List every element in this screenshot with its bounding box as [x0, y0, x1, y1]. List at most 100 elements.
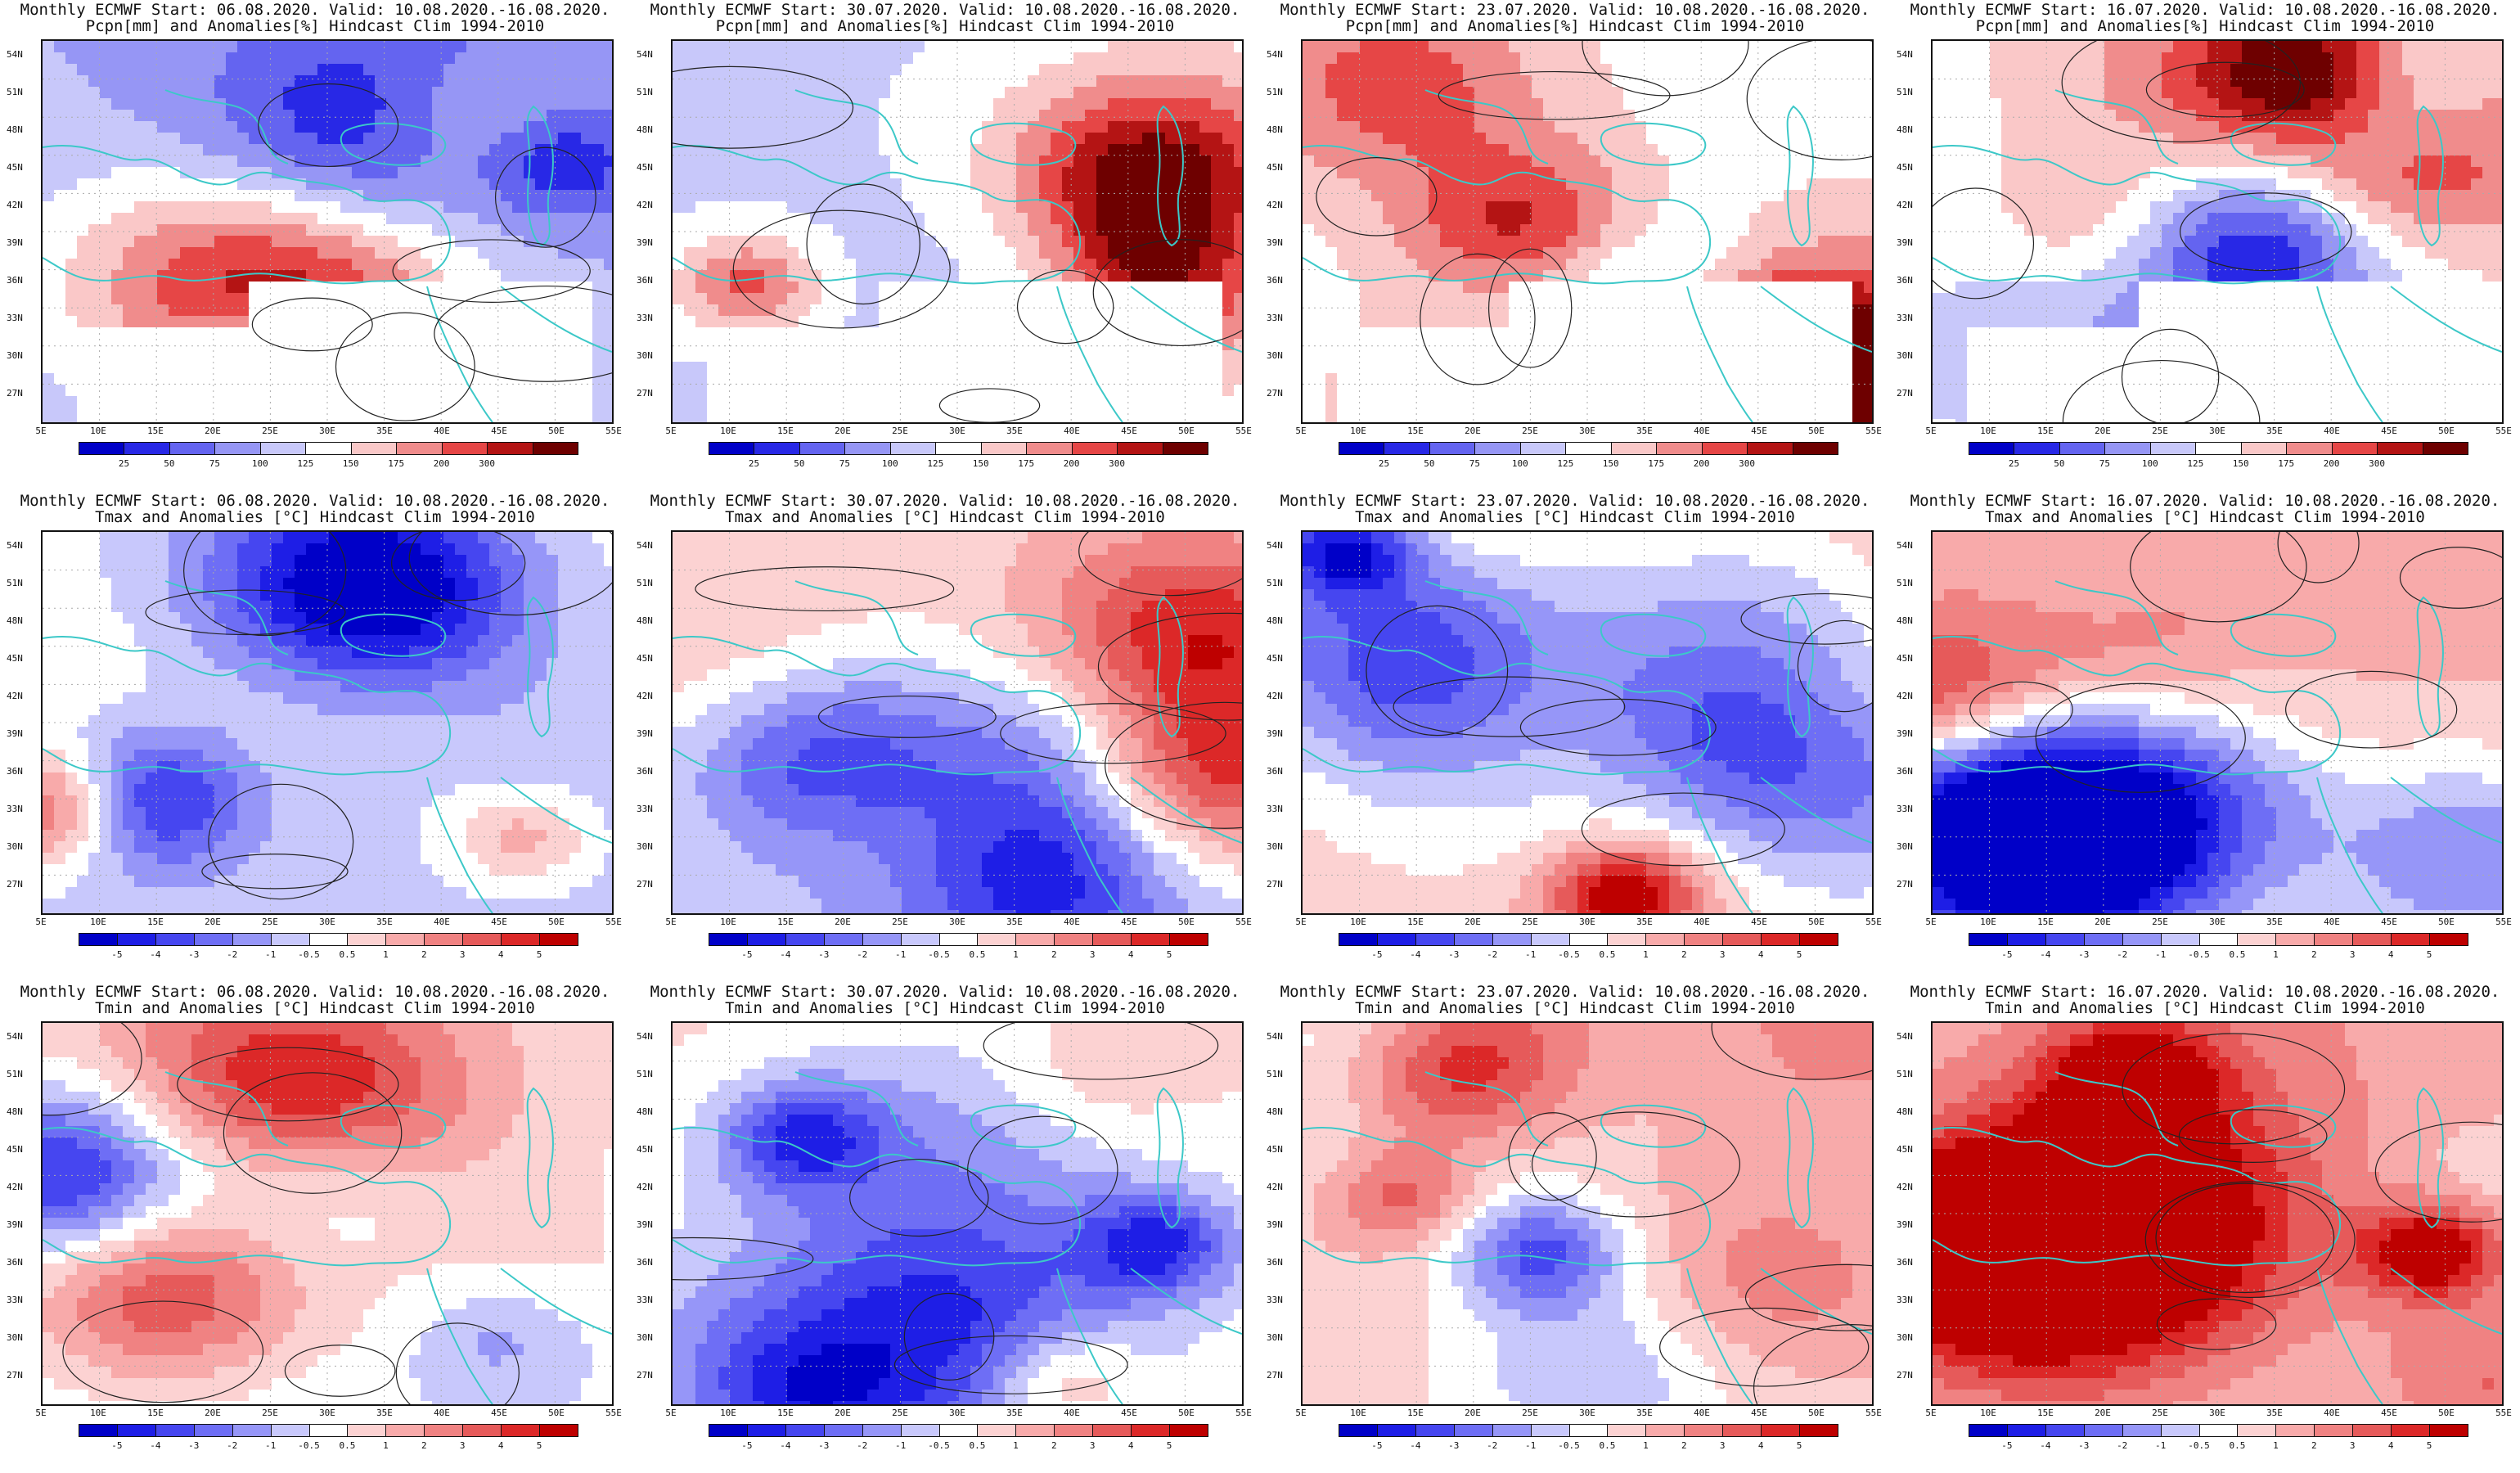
anomaly-cell: [982, 385, 993, 396]
anomaly-cell: [203, 385, 214, 396]
anomaly-cell: [558, 304, 569, 316]
anomaly-cell: [1818, 121, 1829, 133]
anomaly-cell: [879, 41, 890, 52]
anomaly-cell: [604, 293, 612, 304]
anomaly-cell: [1829, 201, 1841, 213]
anomaly-cell: [1658, 350, 1669, 362]
anomaly-cell: [478, 201, 489, 213]
anomaly-cell: [1589, 201, 1600, 213]
anomaly-cell: [741, 98, 753, 110]
anomaly-cell: [799, 282, 810, 293]
anomaly-cell: [1715, 270, 1726, 282]
anomaly-cell: [1738, 75, 1749, 87]
anomaly-cell: [993, 419, 1005, 422]
anomaly-cell: [226, 396, 237, 408]
anomaly-cell: [524, 259, 535, 270]
anomaly-cell: [43, 373, 54, 385]
anomaly-cell: [1394, 362, 1406, 373]
anomaly-cell: [43, 155, 54, 167]
anomaly-cell: [959, 236, 970, 247]
anomaly-cell: [1635, 293, 1646, 304]
anomaly-cell: [1325, 362, 1337, 373]
anomaly-cell: [340, 316, 352, 327]
anomaly-cell: [1463, 52, 1474, 64]
anomaly-cell: [157, 110, 169, 121]
contour-line: [494, 146, 596, 248]
anomaly-cell: [947, 247, 959, 259]
anomaly-cell: [1555, 201, 1566, 213]
anomaly-cell: [1486, 236, 1497, 247]
anomaly-cell: [1761, 350, 1772, 362]
anomaly-cell: [489, 327, 501, 339]
anomaly-cell: [1051, 259, 1062, 270]
anomaly-cell: [489, 87, 501, 98]
anomaly-cell: [1852, 316, 1864, 327]
anomaly-cell: [581, 316, 592, 327]
anomaly-cell: [1807, 201, 1818, 213]
anomaly-cell: [1692, 362, 1703, 373]
anomaly-cell: [1577, 247, 1589, 259]
anomaly-cell: [317, 121, 329, 133]
anomaly-cell: [879, 396, 890, 408]
anomaly-cell: [1005, 270, 1016, 282]
anomaly-cell: [134, 259, 146, 270]
anomaly-cell: [741, 316, 753, 327]
anomaly-cell: [1749, 316, 1761, 327]
anomaly-cell: [88, 110, 100, 121]
anomaly-cell: [787, 408, 799, 419]
anomaly-cell: [776, 259, 787, 270]
anomaly-cell: [558, 419, 569, 422]
anomaly-cell: [1348, 259, 1360, 270]
anomaly-cell: [443, 270, 455, 282]
anomaly-cell: [764, 64, 776, 75]
anomaly-cell: [856, 419, 867, 422]
anomaly-cell: [214, 190, 226, 201]
anomaly-cell: [753, 327, 764, 339]
anomaly-cell: [524, 408, 535, 419]
anomaly-cell: [1703, 121, 1715, 133]
anomaly-cell: [134, 133, 146, 144]
anomaly-cell: [295, 155, 306, 167]
anomaly-cell: [1600, 339, 1612, 350]
anomaly-cell: [1635, 213, 1646, 224]
anomaly-cell: [295, 75, 306, 87]
anomaly-cell: [88, 408, 100, 419]
anomaly-cell: [1646, 339, 1658, 350]
anomaly-cell: [547, 224, 558, 236]
anomaly-cell: [730, 236, 741, 247]
anomaly-cell: [134, 87, 146, 98]
anomaly-cell: [295, 362, 306, 373]
anomaly-cell: [776, 144, 787, 155]
anomaly-cell: [787, 282, 799, 293]
anomaly-cell: [214, 247, 226, 259]
anomaly-cell: [295, 224, 306, 236]
anomaly-cell: [1463, 201, 1474, 213]
anomaly-cell: [1131, 304, 1142, 316]
anomaly-cell: [180, 121, 191, 133]
anomaly-cell: [1016, 373, 1028, 385]
anomaly-cell: [512, 373, 524, 385]
anomaly-cell: [1199, 52, 1211, 64]
anomaly-cell: [764, 293, 776, 304]
anomaly-cell: [1566, 133, 1577, 144]
anomaly-cell: [844, 259, 856, 270]
anomaly-cell: [214, 110, 226, 121]
anomaly-cell: [1474, 133, 1486, 144]
anomaly-cell: [947, 373, 959, 385]
anomaly-cell: [1440, 293, 1451, 304]
anomaly-cell: [1417, 350, 1429, 362]
anomaly-cell: [1818, 327, 1829, 339]
anomaly-cell: [398, 121, 409, 133]
anomaly-cell: [673, 316, 684, 327]
anomaly-cell: [1623, 259, 1635, 270]
anomaly-cell: [432, 293, 443, 304]
anomaly-cell: [982, 282, 993, 293]
anomaly-cell: [77, 144, 88, 155]
anomaly-cell: [547, 133, 558, 144]
anomaly-cell: [1199, 282, 1211, 293]
anomaly-cell: [134, 201, 146, 213]
anomaly-cell: [1154, 87, 1165, 98]
anomaly-cell: [237, 98, 249, 110]
anomaly-cell: [1749, 201, 1761, 213]
anomaly-cell: [455, 98, 466, 110]
